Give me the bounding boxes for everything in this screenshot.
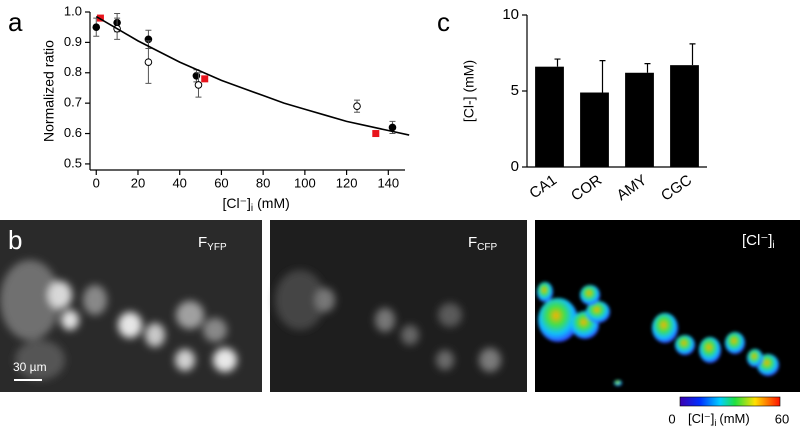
error-bar [554, 58, 561, 67]
y-axis-label: [Cl-] (mM) [461, 60, 477, 122]
panel-label: b [8, 225, 22, 255]
bar [670, 65, 699, 167]
image-chloride: [Cl⁻]i [535, 220, 800, 392]
panel-label: c [437, 7, 450, 37]
x-tick-label: 100 [294, 175, 316, 190]
x-tick-label: 0 [93, 175, 100, 190]
y-tick-label: 0.9 [64, 34, 82, 49]
x-tick-label: AMY [614, 172, 650, 205]
x-tick-label: 120 [336, 175, 358, 190]
x-tick-label: 60 [214, 175, 228, 190]
x-axis-label: [Cl⁻]i (mM) [223, 195, 290, 214]
data-point [388, 123, 397, 132]
error-bar [689, 43, 696, 66]
error-bar [644, 63, 651, 73]
y-tick-label: 0.8 [64, 64, 82, 79]
y-tick-label: 5 [511, 82, 519, 99]
x-axis-label-unit: (mM) [257, 195, 290, 211]
data-point [372, 130, 380, 138]
y-tick-label: 0.6 [64, 125, 82, 140]
y-tick-label: 0 [511, 158, 519, 175]
error-bar [599, 60, 606, 93]
data-point [144, 58, 153, 66]
bar [625, 72, 654, 167]
data-point [92, 23, 101, 31]
x-tick-label: CA1 [526, 172, 560, 203]
data-point [201, 75, 209, 83]
colorbar: 0 [Cl⁻]i (mM) 60 [668, 396, 789, 428]
panel-label: a [8, 7, 23, 37]
x-tick-label: 140 [377, 175, 399, 190]
image-cfp: FCFP [270, 220, 527, 392]
x-tick-label: 80 [256, 175, 270, 190]
data-point [353, 102, 361, 110]
image-label: FYFP [198, 234, 227, 253]
x-tick-label: COR [568, 172, 605, 205]
x-tick-label: 20 [131, 175, 145, 190]
y-tick-label: 0.7 [64, 95, 82, 110]
image-label: FCFP [468, 234, 498, 253]
bar [535, 66, 564, 167]
image-label: [Cl⁻]i [742, 232, 775, 251]
colorbar-max: 60 [775, 411, 789, 426]
x-axis-label-main: [Cl⁻] [223, 195, 251, 211]
y-tick-label: 0.5 [64, 155, 82, 170]
x-tick-label: 40 [172, 175, 186, 190]
x-tick-label: CGC [658, 172, 695, 205]
fit-line [95, 15, 410, 136]
colorbar-min: 0 [668, 411, 675, 426]
image-yfp: 30 µm b FYFP [0, 220, 262, 392]
scale-bar-label: 30 µm [13, 360, 47, 374]
bar [580, 92, 609, 167]
colorbar-label: [Cl⁻]i (mM) [688, 411, 750, 428]
y-axis-label: Normalized ratio [41, 40, 57, 142]
x-axis-label-sub: i [251, 203, 253, 214]
y-tick-label: 10 [502, 6, 519, 23]
y-tick-label: 1.0 [64, 3, 82, 18]
colorbar-scale [679, 396, 781, 407]
data-point [194, 81, 203, 89]
